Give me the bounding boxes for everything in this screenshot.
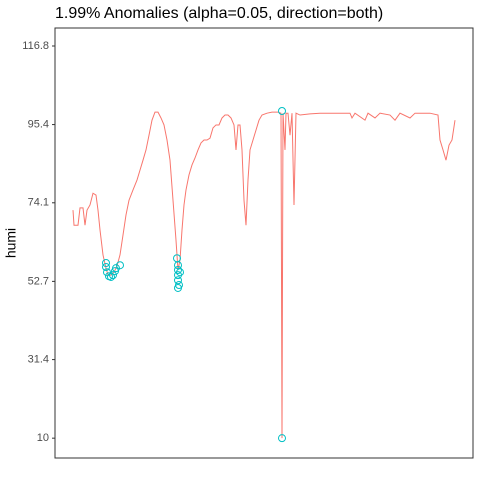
y-tick-label: 95.4 <box>28 118 49 130</box>
line <box>72 111 456 439</box>
anomaly-point <box>102 259 110 268</box>
anomaly-point <box>176 268 184 277</box>
anomaly-point <box>174 265 182 274</box>
anomaly-point <box>112 264 120 273</box>
anomaly-point <box>278 106 286 115</box>
anomaly-point <box>102 263 110 272</box>
anomaly-point <box>174 283 182 292</box>
anomaly-point <box>174 276 182 285</box>
y-tick-label: 10 <box>37 432 49 444</box>
anomaly-point <box>278 434 286 443</box>
anomaly-point <box>109 271 117 280</box>
y-tick-label: 116.8 <box>22 40 49 52</box>
panel-border <box>54 27 474 459</box>
anomaly-point <box>116 261 124 270</box>
anomaly-point <box>107 272 115 281</box>
y-tick-label: 31.4 <box>28 353 49 365</box>
y-tick-label: 52.7 <box>28 275 49 287</box>
anomaly-point <box>174 261 182 270</box>
y-tick-label: 74.1 <box>28 197 49 209</box>
y-axis-label: humi <box>3 228 19 258</box>
chart-title: 1.99% Anomalies (alpha=0.05, direction=b… <box>55 5 383 22</box>
